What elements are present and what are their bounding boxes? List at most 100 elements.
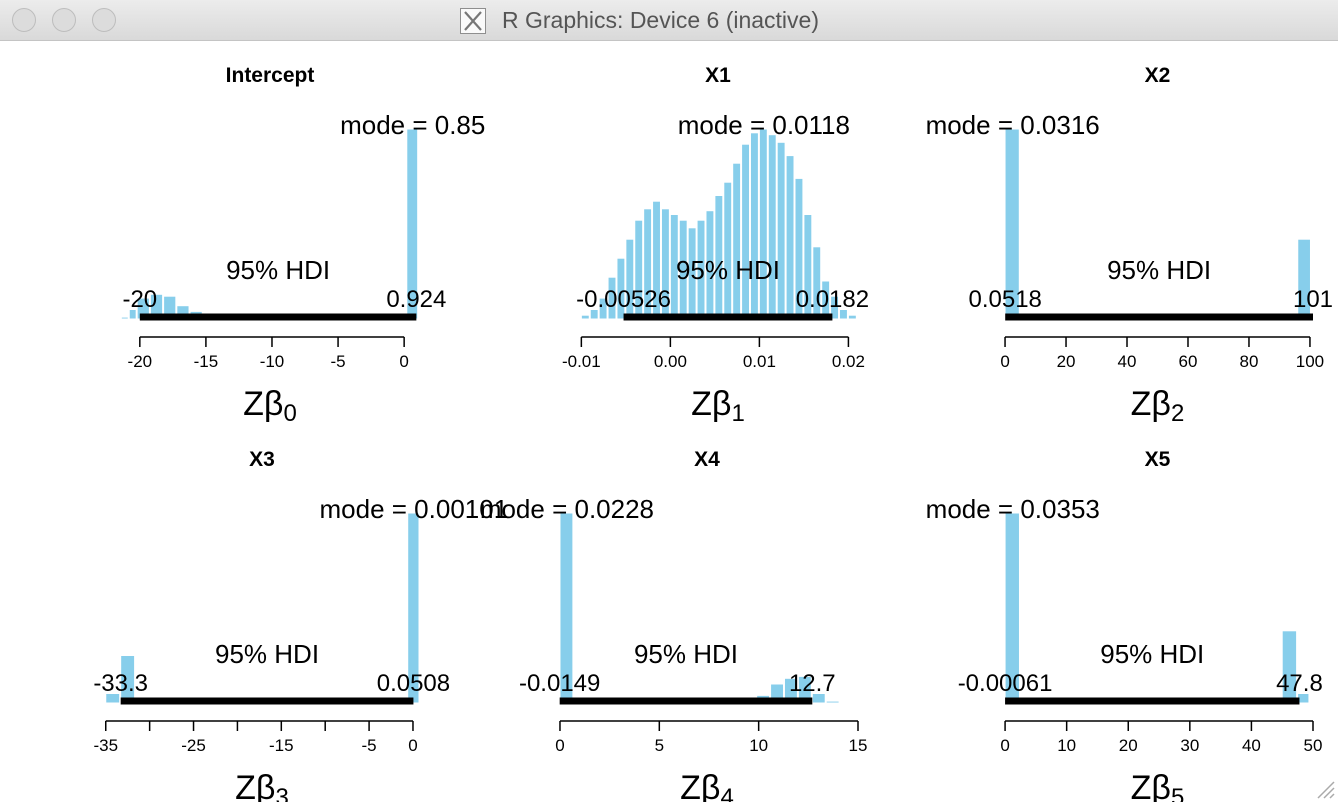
histogram-panel-3: X3 95% HDI -33.3 0.0508 mode = 0.00101 -35 -25… [93,448,508,802]
zoom-button[interactable] [92,8,116,32]
histogram-bar [830,295,840,320]
hdi-high-label: 47.8 [1276,670,1323,697]
x-tick-label: 20 [1057,352,1076,371]
histogram-bar [741,143,750,320]
hdi-label: 95% HDI [1107,255,1211,285]
x-tick-label: 20 [1119,736,1138,755]
hdi-label: 95% HDI [1100,639,1204,669]
x-tick-label: -15 [194,352,219,371]
x-tick-label: 0.00 [654,352,687,371]
x-tick-label: -20 [128,352,153,371]
x-tick-label: 40 [1242,736,1261,755]
mode-label: mode = 0.00101 [320,494,509,524]
x-tick-label: -35 [93,736,118,755]
panel-title: Intercept [226,64,315,87]
x-axis-label: Zβ2 [1131,385,1185,427]
x-tick-label: 0.01 [743,352,776,371]
hdi-low-label: -0.0149 [519,670,600,697]
x-axis-label: Zβ3 [235,769,289,802]
histogram-bar [589,309,599,320]
histogram-bar [128,309,137,320]
minimize-button[interactable] [52,8,76,32]
histogram-bar [825,700,840,704]
hdi-label: 95% HDI [676,255,780,285]
x-tick-label: 5 [655,736,664,755]
panel-title: X3 [249,448,275,471]
x-axis-label: Zβ0 [243,385,297,427]
mode-label: mode = 0.0316 [926,110,1100,140]
histogram-bar [598,297,608,320]
histogram-bar [580,314,590,320]
x-tick-label: 0 [399,352,408,371]
panel-title: X5 [1145,448,1171,471]
x-tick-label: -0.01 [562,352,601,371]
histogram-bar [723,181,733,320]
hdi-high-label: 12.7 [789,670,836,697]
resize-grip-icon[interactable] [1314,778,1336,800]
histogram-bar [749,132,759,320]
hdi-high-label: 0.0508 [377,670,450,697]
histogram-bar [847,314,857,320]
x-tick-label: -10 [260,352,285,371]
x-tick-label: 30 [1180,736,1199,755]
panel-title: X1 [705,64,731,87]
histogram-bar [120,316,129,320]
x-tick-label: 40 [1118,352,1137,371]
histogram-bar [732,162,742,320]
x-axis-label: Zβ1 [691,385,745,427]
hdi-label: 95% HDI [226,255,330,285]
hdi-low-label: -33.3 [93,670,148,697]
histogram-panel-2: X2 95% HDI 0.0518 101 mode = 0.0316 0 20 40 60 80… [926,64,1333,427]
x-tick-label: 50 [1304,736,1323,755]
x-tick-label: 100 [1296,352,1324,371]
histogram-bar [616,257,626,320]
panel-title: X4 [694,448,720,471]
hdi-low-label: 0.0518 [969,286,1042,313]
hdi-high-label: 0.0182 [796,286,869,313]
mode-label: mode = 0.0228 [480,494,654,524]
x-tick-label: 15 [849,736,868,755]
x-axis-label: Zβ5 [1131,769,1185,802]
histogram-bar [785,155,795,320]
histogram-bar [105,693,121,704]
x-tick-label: -25 [181,736,206,755]
hdi-low-label: -0.00526 [576,286,671,313]
x-tick-label: 0 [1000,352,1009,371]
x-tick-label: -15 [269,736,294,755]
x-axis-label: Zβ4 [680,769,734,802]
histogram-panel-4: X4 95% HDI -0.0149 12.7 mode = 0.0228 0 5 10 15 Z… [480,448,868,802]
hdi-label: 95% HDI [634,639,738,669]
histogram-bar [839,309,848,320]
x-tick-label: -5 [362,736,377,755]
histogram-bar [776,141,786,320]
hdi-high-label: 101 [1293,286,1333,313]
histogram-bar [767,134,777,320]
mode-label: mode = 0.0353 [926,494,1100,524]
x-tick-label: 0.02 [832,352,865,371]
histogram-bar [607,276,617,320]
x-tick-label: 0 [1000,736,1009,755]
histogram-panel-0: Intercept 95% HDI -20 0.924 mode = 0.85 -20 -1… [120,64,485,427]
x-tick-label: 10 [1057,736,1076,755]
x-tick-label: 10 [749,736,768,755]
histogram-panel-1: X1 95% HDI-0.00526 0.0182 mode = 0.0118 -0.0… [562,64,869,427]
plot-grid: Intercept 95% HDI -20 0.924 mode = 0.85 -20 -1… [93,64,1333,802]
x-tick-label: 0 [555,736,564,755]
window-title: R Graphics: Device 6 (inactive) [502,7,819,33]
hdi-low-label: -0.00061 [958,670,1053,697]
panel-title: X2 [1145,64,1171,87]
window-titlebar: R Graphics: Device 6 (inactive) [0,0,1338,41]
x-tick-label: 60 [1179,352,1198,371]
close-button[interactable] [12,8,36,32]
mode-label: mode = 0.85 [340,110,485,140]
x-tick-label: 0 [408,736,417,755]
histogram-bar [758,128,768,320]
x-tick-label: 80 [1240,352,1259,371]
hdi-label: 95% HDI [215,639,319,669]
x-tick-label: -5 [330,352,345,371]
mode-label: mode = 0.0118 [678,110,850,140]
x11-icon [460,8,486,34]
hdi-low-label: -20 [122,286,157,313]
hdi-high-label: 0.924 [386,286,446,313]
histogram-panel-5: X5 95% HDI -0.00061 47.8 mode = 0.0353 0 10 20 3… [926,448,1323,802]
